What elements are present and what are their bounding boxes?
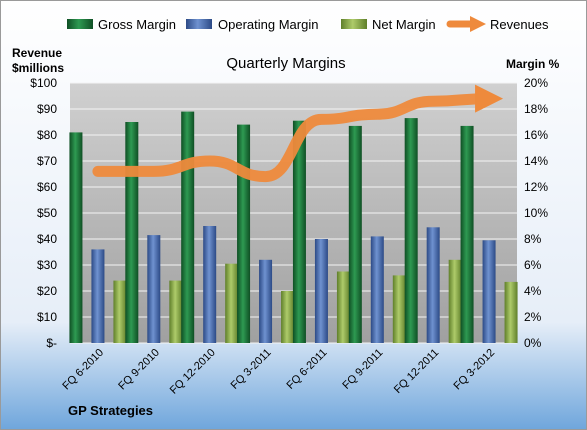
revenue-line-path <box>92 93 495 183</box>
net-margin-bar <box>169 280 183 343</box>
gross-margin-bar <box>69 132 83 343</box>
y-left-title-line2: $millions <box>12 61 64 75</box>
gross-margin-bar <box>292 120 306 343</box>
operating-margin-bar <box>426 227 440 343</box>
chart-title: Quarterly Margins <box>226 55 345 72</box>
net-margin-bar <box>336 271 350 343</box>
legend-label-revenues: Revenues <box>490 17 549 32</box>
y-left-tick-label: $90 <box>37 102 57 116</box>
operating-margin-bar <box>91 249 105 343</box>
operating-margin-bar <box>370 236 384 343</box>
legend-label-operating-margin: Operating Margin <box>218 17 318 32</box>
operating-margin-bar <box>482 240 496 343</box>
y-right-tick-label: 8% <box>524 232 542 246</box>
y-right-tick-label: 2% <box>524 310 542 324</box>
y-right-tick-label: 16% <box>524 128 548 142</box>
y-left-title-line1: Revenue <box>12 46 62 60</box>
legend-swatch-revenues <box>446 16 486 32</box>
net-margin-bar <box>225 263 239 343</box>
gross-margin-bar <box>404 118 418 343</box>
y-left-tick-label: $30 <box>37 258 57 272</box>
y-left-axis: $- $10 $20 $30 $40 $50 $60 $70 $80 $90 $100 <box>30 76 57 350</box>
net-margin-bar <box>392 275 406 343</box>
operating-margin-bar <box>203 226 217 343</box>
legend-label-gross-margin: Gross Margin <box>98 17 176 32</box>
y-left-tick-label: $10 <box>37 310 57 324</box>
legend-swatch-net-margin <box>341 19 367 29</box>
y-right-tick-label: 18% <box>524 102 548 116</box>
y-left-tick-label: $60 <box>37 180 57 194</box>
operating-margin-bar <box>314 239 328 343</box>
y-right-axis: 0% 2% 4% 6% 8% 10% 12% 14% 16% 18% 20% <box>524 76 548 350</box>
revenue-line <box>92 84 504 183</box>
y-left-tick-label: $80 <box>37 128 57 142</box>
operating-margin-bar <box>147 235 161 343</box>
y-right-tick-label: 6% <box>524 258 542 272</box>
gross-margin-bar <box>348 125 362 344</box>
net-margin-bar <box>113 280 127 343</box>
y-right-tick-label: 0% <box>524 336 542 350</box>
y-left-tick-label: $- <box>46 336 57 350</box>
legend: Gross Margin Operating Margin Net Margin… <box>67 16 549 32</box>
y-right-tick-label: 20% <box>524 76 548 90</box>
net-margin-bar <box>448 259 462 343</box>
y-right-tick-label: 12% <box>524 180 548 194</box>
y-left-tick-label: $100 <box>30 76 57 90</box>
legend-swatch-operating-margin <box>186 19 212 29</box>
y-left-tick-label: $20 <box>37 284 57 298</box>
y-right-tick-label: 14% <box>524 154 548 168</box>
y-left-tick-label: $40 <box>37 232 57 246</box>
y-left-tick-label: $70 <box>37 154 57 168</box>
legend-swatch-gross-margin <box>67 19 93 29</box>
y-right-tick-label: 4% <box>524 284 542 298</box>
legend-label-net-margin: Net Margin <box>372 17 436 32</box>
gross-margin-bar <box>460 125 474 344</box>
y-right-title: Margin % <box>506 57 560 71</box>
gross-margin-bar <box>125 122 139 343</box>
net-margin-bar <box>504 281 518 343</box>
gross-margin-bar <box>181 111 195 343</box>
gross-margin-bar <box>237 124 251 343</box>
y-left-tick-label: $50 <box>37 206 57 220</box>
y-right-tick-label: 10% <box>524 206 548 220</box>
net-margin-bar <box>281 291 295 343</box>
chart-footer: GP Strategies <box>68 403 153 418</box>
operating-margin-bar <box>259 259 273 343</box>
